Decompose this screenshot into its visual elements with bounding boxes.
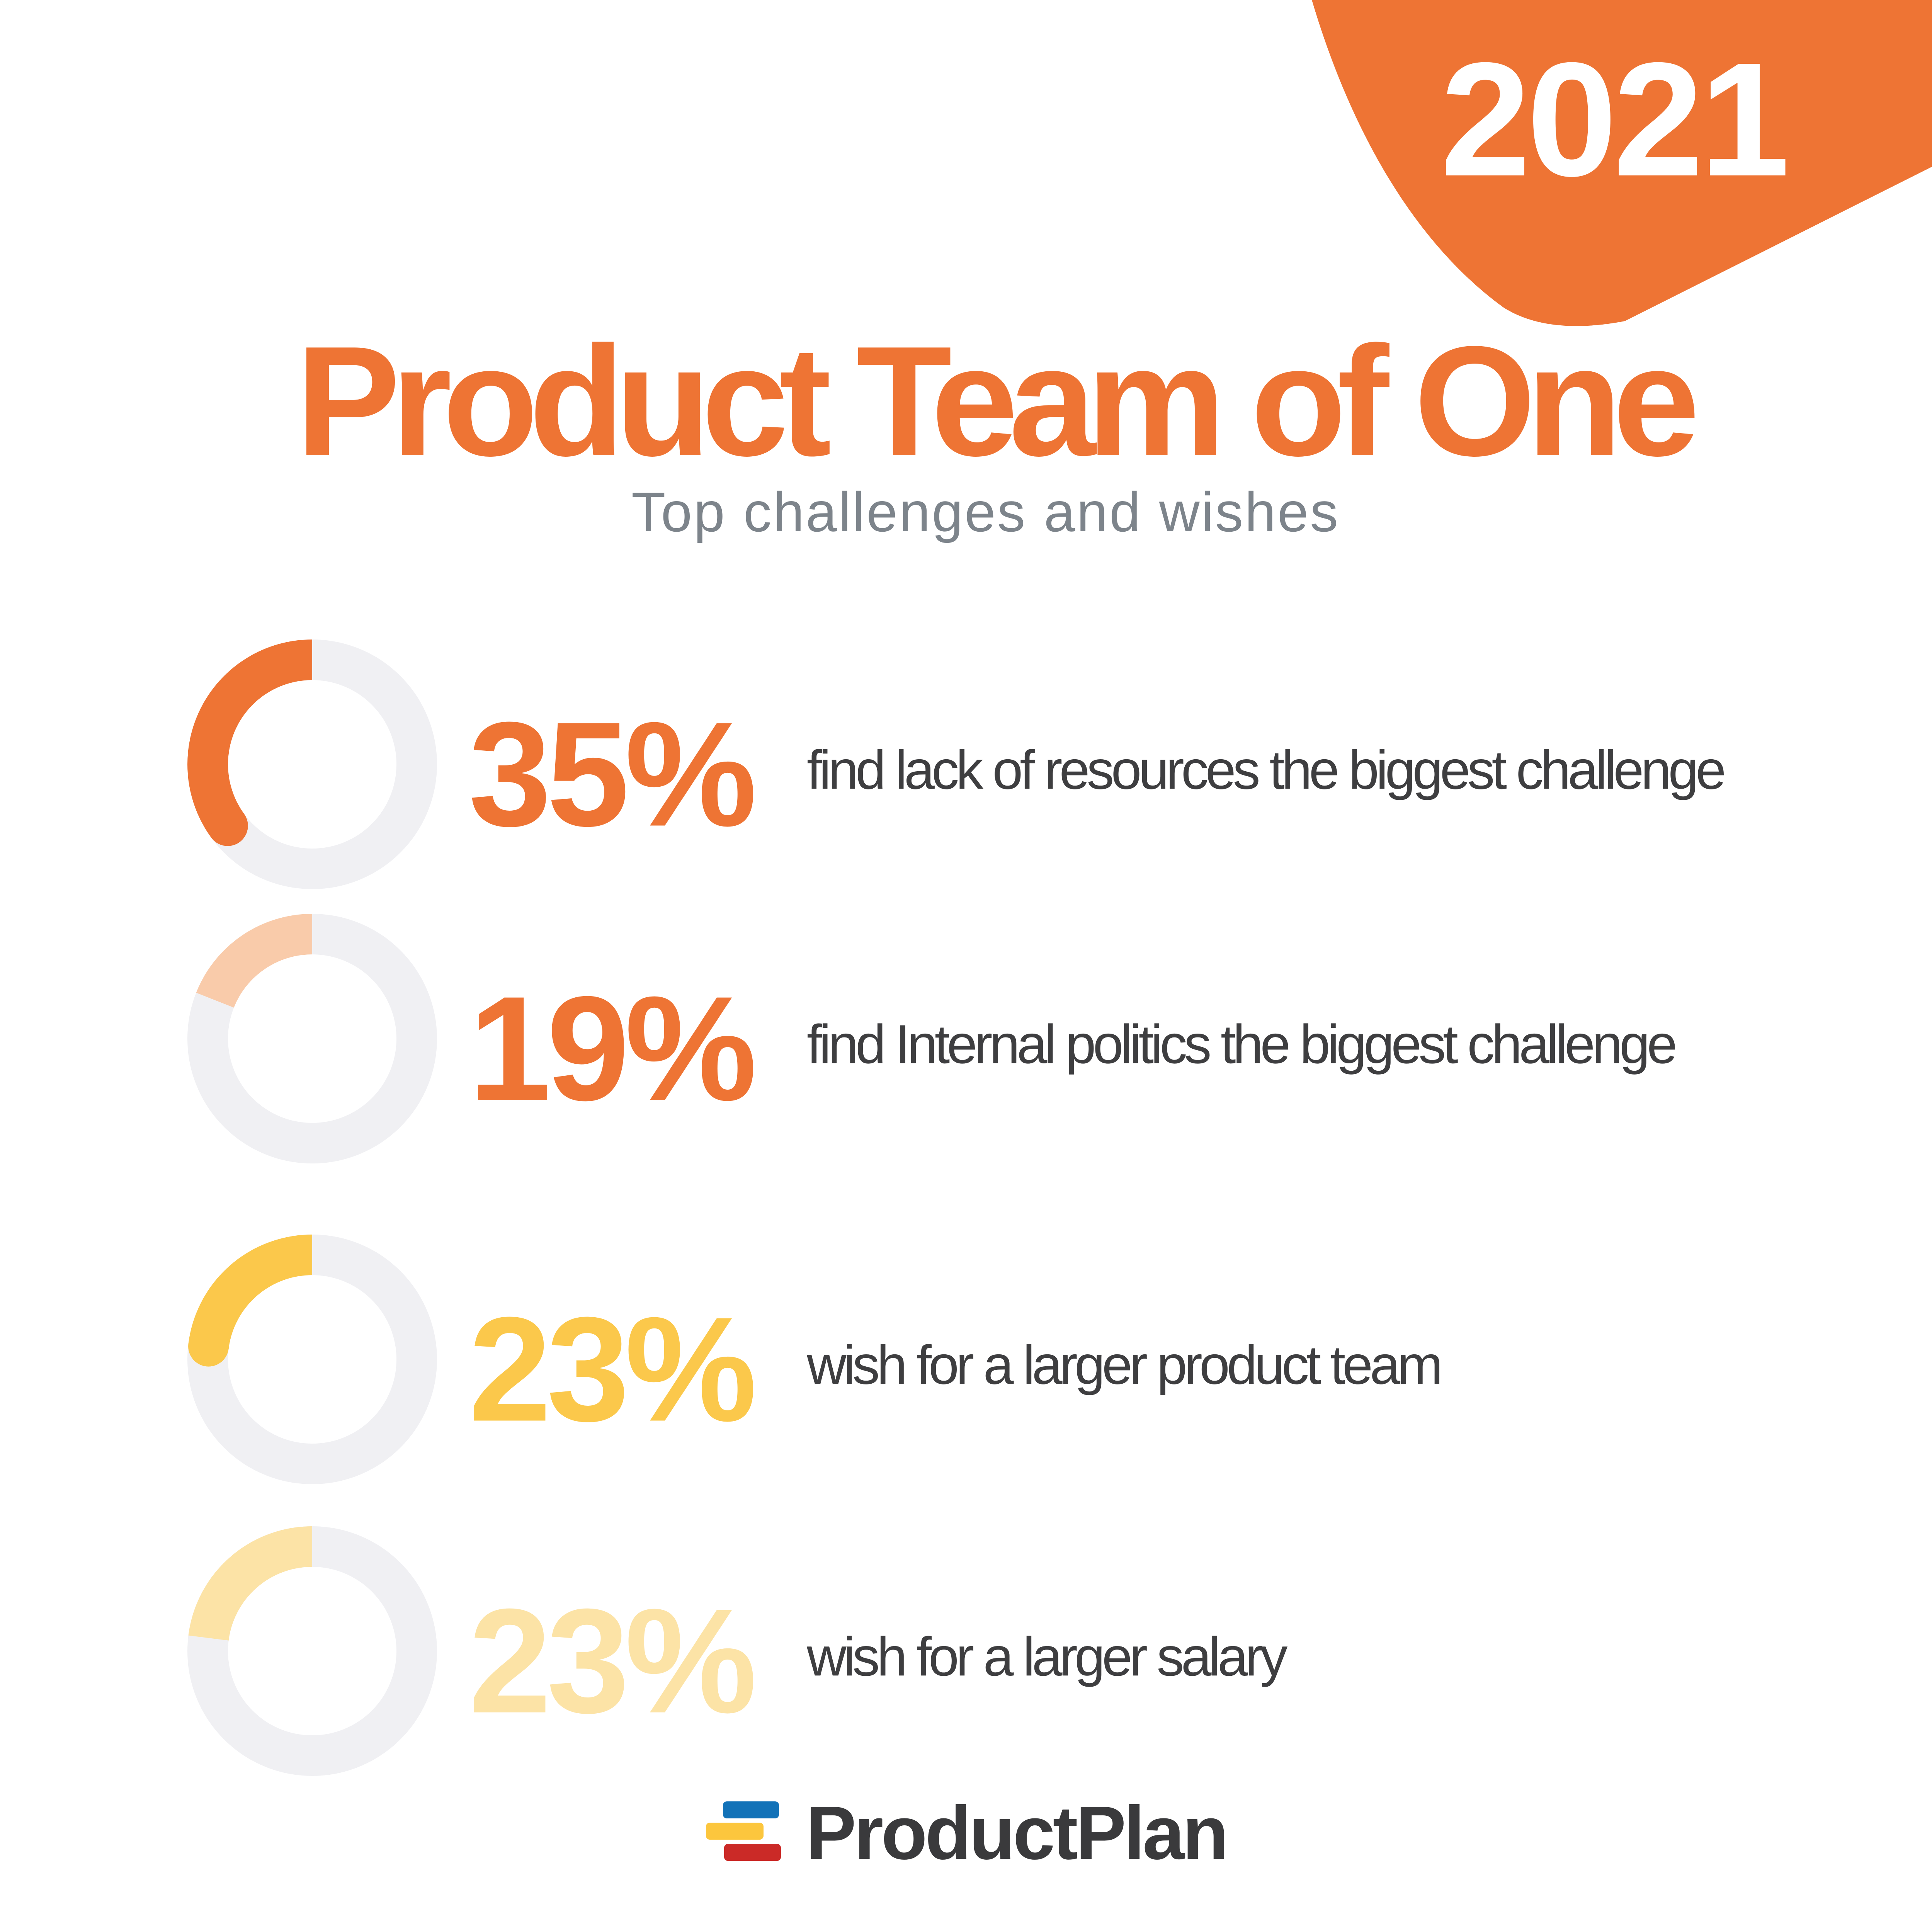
donut-chart (187, 1235, 437, 1484)
logo-bar-blue (723, 1801, 779, 1818)
productplan-logo: ProductPlan (0, 1795, 1932, 1871)
stat-label: find lack of resources the biggest chall… (807, 739, 1726, 801)
brand-name: ProductPlan (806, 1791, 1228, 1875)
stat-label: wish for a larger salary (807, 1626, 1287, 1688)
page-title: Product Team of One (296, 313, 1700, 488)
logo-bar-red (724, 1844, 781, 1861)
stat-percent: 35% (468, 690, 757, 857)
donut-chart (187, 639, 437, 889)
stat-row: 23% wish for a larger product team (0, 1235, 1932, 1484)
stat-label: find Internal politics the biggest chall… (807, 1014, 1677, 1075)
logo-bar-yellow (706, 1823, 764, 1840)
donut-chart (187, 1526, 437, 1776)
page-subtitle: Top challenges and wishes (631, 481, 1340, 543)
stat-percent: 19% (468, 965, 757, 1132)
donut-chart (187, 914, 437, 1163)
stat-percent: 23% (468, 1286, 757, 1452)
blob-shape (1312, 0, 1932, 326)
stat-row: 23% wish for a larger salary (0, 1526, 1932, 1776)
stat-row: 19% find Internal politics the biggest c… (0, 914, 1932, 1163)
stat-label: wish for a larger product team (807, 1334, 1443, 1396)
productplan-logo-icon (706, 1801, 783, 1861)
year-label: 2021 (1440, 29, 1790, 210)
stat-percent: 23% (468, 1577, 757, 1744)
stat-row: 35% find lack of resources the biggest c… (0, 639, 1932, 889)
